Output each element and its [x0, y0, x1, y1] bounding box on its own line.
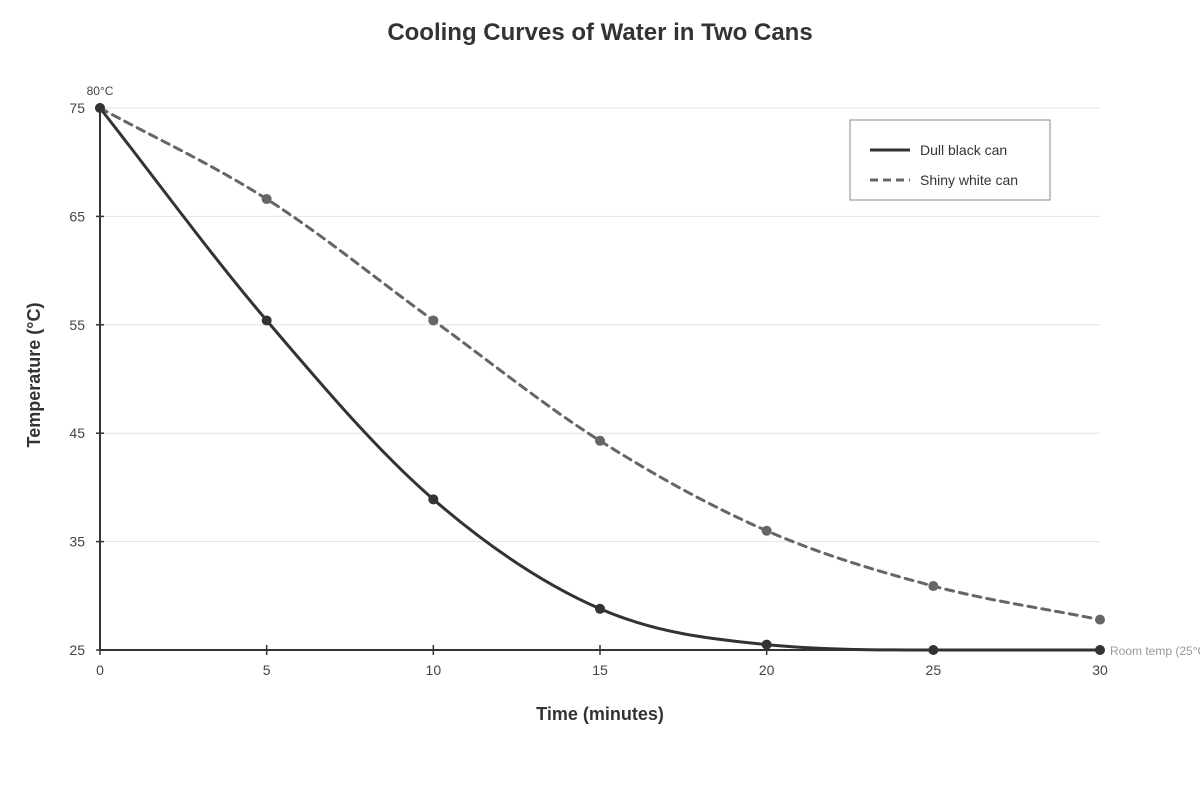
legend-label-dull-black: Dull black can [920, 142, 1007, 158]
x-tick-label-0: 0 [96, 662, 104, 678]
y-tick-label-45: 45 [69, 425, 85, 441]
data-point-shiny-white-can-15 [595, 435, 605, 446]
legend-label-shiny-white: Shiny white can [920, 172, 1018, 188]
legend: Dull black can Shiny white can [849, 119, 1051, 201]
x-tick-label-30: 30 [1092, 662, 1108, 678]
y-tick-label-55: 55 [69, 317, 85, 333]
y-tick-label-75: 75 [69, 100, 85, 116]
x-tick-label-20: 20 [759, 662, 775, 678]
tick-labels: 25 35 45 55 65 75 0 5 10 15 20 25 30 [69, 100, 1108, 678]
data-point-dull-black-can-15 [595, 603, 605, 614]
data-point-shiny-white-can-5 [261, 194, 272, 205]
data-point-dull-black-can-0 [95, 103, 105, 113]
x-tick-label-25: 25 [926, 662, 942, 678]
x-tick-label-5: 5 [263, 662, 271, 678]
x-tick-label-15: 15 [592, 662, 608, 678]
room-temp-annotation: Room temp (25°C) [1110, 644, 1200, 658]
data-point-dull-black-can-30 [1095, 645, 1105, 655]
data-points [95, 103, 1105, 655]
data-point-dull-black-can-5 [261, 315, 272, 326]
x-axis-label: Time (minutes) [536, 704, 664, 724]
y-axis-label: Temperature (°C) [24, 303, 44, 448]
y-tick-label-65: 65 [69, 208, 85, 224]
y-tick-label-25: 25 [69, 642, 85, 658]
data-point-shiny-white-can-30 [1095, 614, 1105, 625]
legend-box [849, 119, 1051, 201]
data-point-dull-black-can-20 [761, 639, 772, 650]
data-point-dull-black-can-25 [928, 645, 939, 655]
data-point-shiny-white-can-25 [928, 581, 939, 592]
data-point-shiny-white-can-20 [761, 525, 772, 536]
x-tick-label-10: 10 [426, 662, 442, 678]
series-line-dull-black-can [98, 106, 1102, 652]
y-tick-label-35: 35 [69, 534, 85, 550]
data-point-shiny-white-can-10 [428, 315, 439, 326]
chart-title: Cooling Curves of Water in Two Cans [387, 19, 812, 46]
start-temp-annotation: 80°C [87, 84, 114, 98]
data-point-dull-black-can-10 [428, 494, 439, 505]
